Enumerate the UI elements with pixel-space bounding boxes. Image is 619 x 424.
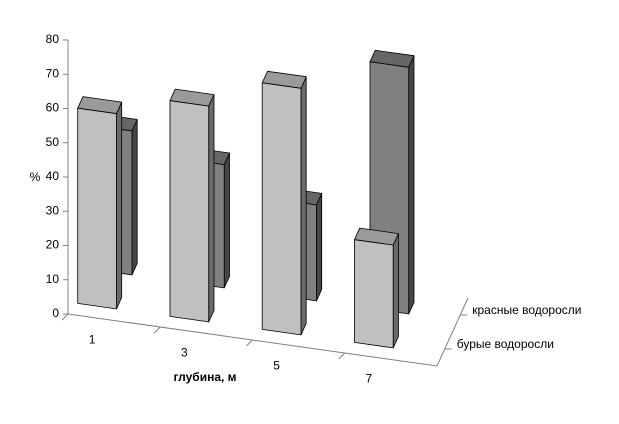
bar: [169, 88, 215, 323]
y-tick-label: 80: [46, 32, 60, 46]
series-label: бурые водоросли: [457, 337, 554, 351]
bar-front: [77, 107, 117, 310]
bar-side: [316, 192, 323, 302]
y-tick-label: 40: [46, 169, 60, 183]
x-tick-label: 7: [366, 372, 373, 386]
y-tick-label: 30: [46, 203, 60, 217]
x-tick-label: 5: [273, 359, 280, 373]
bar: [354, 227, 399, 349]
y-tick-label: 10: [46, 272, 60, 286]
bar-front: [169, 100, 210, 323]
bar-side: [408, 55, 415, 315]
y-tick-label: 0: [52, 306, 59, 320]
y-tick-label: 60: [46, 101, 60, 115]
series-label: красные водоросли: [472, 303, 581, 317]
bar-side: [392, 233, 399, 349]
y-axis-label: %: [30, 170, 41, 184]
bar-side: [116, 101, 123, 310]
x-tick: [338, 352, 346, 360]
bar-side: [223, 152, 230, 289]
x-tick-label: 1: [89, 333, 96, 347]
bar-side: [208, 94, 215, 323]
bar-front: [261, 82, 302, 336]
y-tick-label: 20: [46, 238, 60, 252]
x-tick: [246, 339, 253, 347]
y-tick-label: 50: [46, 135, 60, 149]
bar-side: [300, 76, 307, 336]
x-axis-label: глубина, м: [173, 370, 236, 384]
y-tick-label: 70: [46, 66, 60, 80]
bar: [261, 70, 307, 336]
x-tick-label: 3: [181, 346, 188, 360]
bar: [77, 96, 123, 310]
bar-side: [131, 119, 138, 276]
bar-front: [354, 239, 394, 349]
floor-edge: [67, 297, 469, 367]
x-tick: [61, 313, 69, 321]
x-tick: [153, 326, 161, 334]
